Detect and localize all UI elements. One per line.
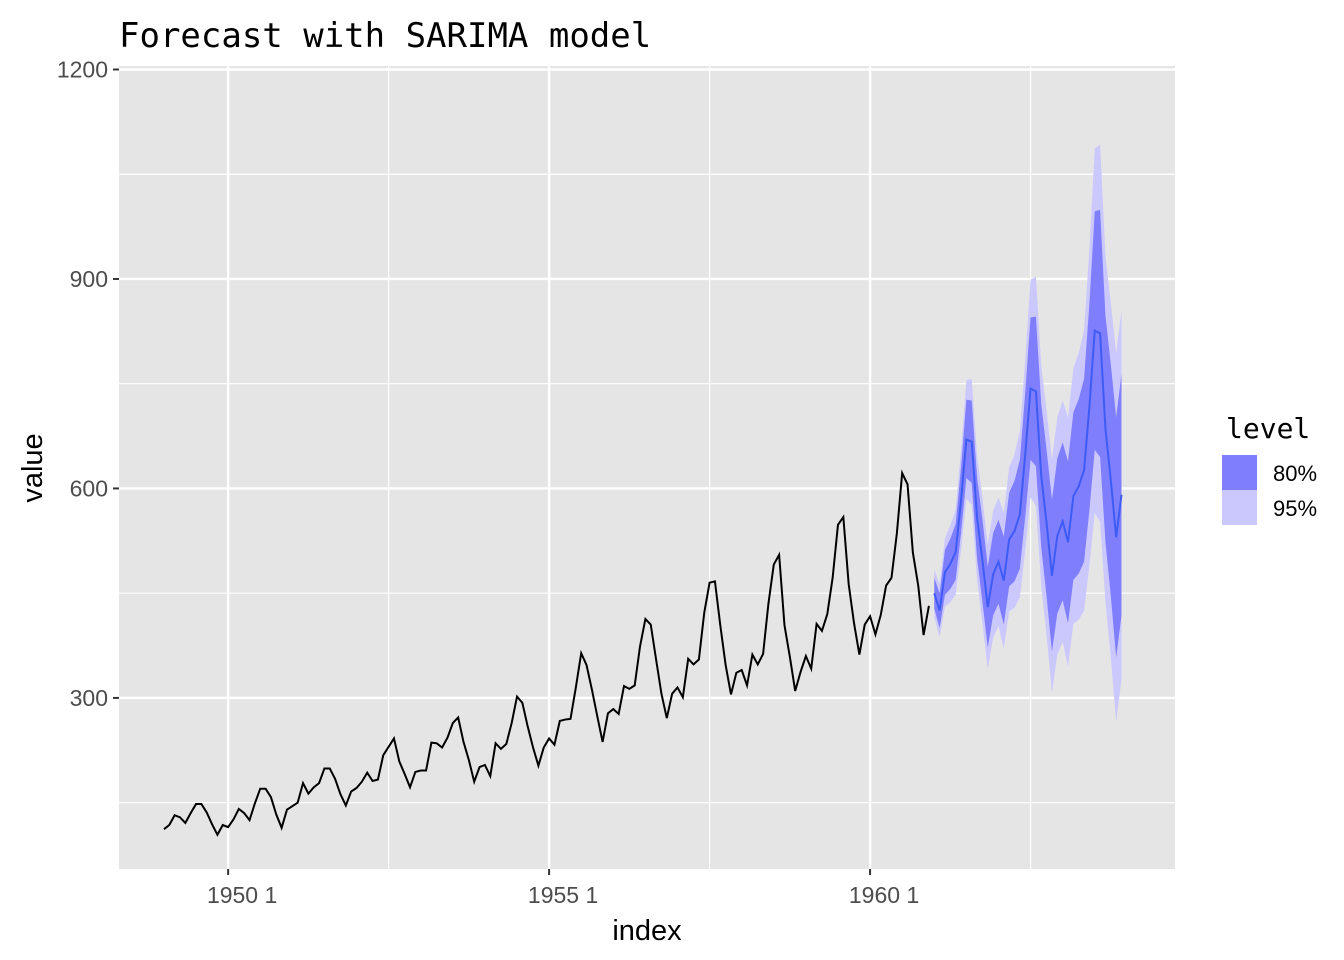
y-tick-label: 1200 [57, 56, 108, 82]
y-axis: 300 600 900 1200 [57, 56, 119, 711]
series-line-observed [163, 469, 930, 837]
y-tick-label: 600 [70, 475, 108, 501]
x-axis: 1950 1 1955 1 1960 1 [207, 869, 919, 908]
plot-panel [119, 66, 1175, 869]
x-tick-label: 1955 1 [528, 882, 598, 908]
series-line-forecast [933, 329, 1123, 611]
chart-title: Forecast with SARIMA model [119, 16, 651, 56]
legend: level 80% 95% [1222, 412, 1317, 525]
y-tick-label: 300 [70, 685, 108, 711]
series-lines [163, 329, 1123, 837]
legend-title: level [1226, 412, 1310, 445]
x-axis-title: index [612, 915, 682, 947]
legend-key-95 [1222, 490, 1257, 525]
y-axis-title: value [17, 433, 49, 502]
x-tick-label: 1960 1 [849, 882, 919, 908]
y-tick-label: 900 [70, 266, 108, 292]
legend-label: 80% [1273, 461, 1317, 486]
legend-label: 95% [1273, 496, 1317, 521]
x-tick-label: 1950 1 [207, 882, 277, 908]
grid-major [119, 66, 1175, 869]
legend-key-80 [1222, 455, 1257, 490]
grid-minor [119, 66, 1175, 869]
